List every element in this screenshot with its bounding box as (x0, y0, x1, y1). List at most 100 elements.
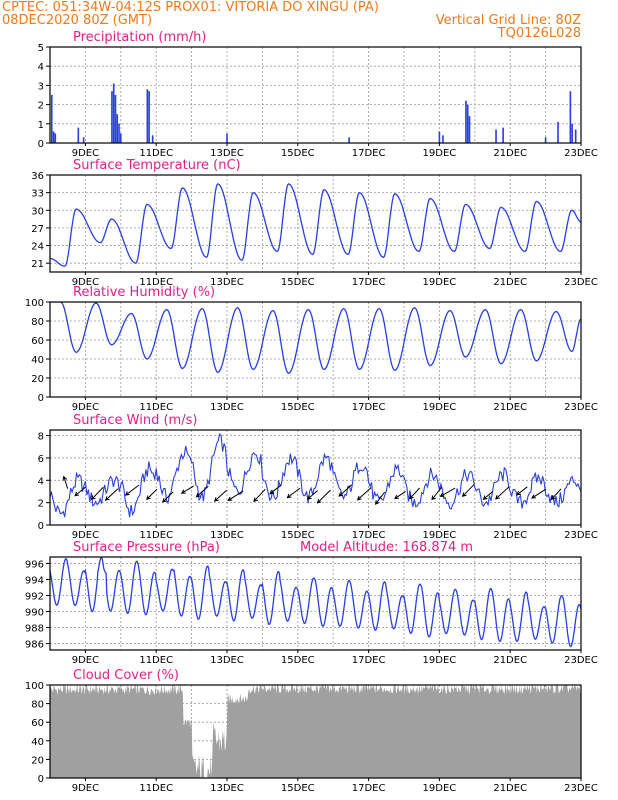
humidity-panel: Relative Humidity (%) 0 20 40 60 80 100 9DEC 11D… (25, 285, 598, 413)
humidity-y-tick-label: 0 (38, 393, 44, 404)
humidity-y-tick-label: 40 (31, 355, 44, 366)
header-location: CPTEC: 051:34W-04:12S PROX01: VITORIA DO… (2, 0, 379, 15)
pressure-x-tick-label: 17DEC (352, 655, 386, 666)
humidity-y-tick-label: 20 (31, 374, 44, 385)
precipitation-bar (544, 137, 547, 143)
wind-vector-arrow (461, 484, 475, 498)
pressure-x-tick-label: 23DEC (564, 655, 598, 666)
precipitation-bar (465, 100, 467, 143)
precipitation-x-tick-label: 19DEC (423, 148, 457, 159)
pressure-x-tick-label: 19DEC (423, 655, 457, 666)
precipitation-y-tick-label: 1 (38, 120, 44, 131)
pressure-panel: Surface Pressure (hPa) Model Altitude: 16… (25, 540, 598, 666)
temperature-x-tick-label: 9DEC (72, 277, 99, 288)
wind-vector-arrow (253, 488, 266, 503)
precipitation-x-tick-label: 23DEC (564, 148, 598, 159)
pressure-y-tick-label: 994 (25, 575, 44, 586)
temperature-title: Surface Temperature (nC) (73, 158, 241, 173)
wind-x-tick-label: 17DEC (352, 530, 386, 541)
wind-x-tick-label: 23DEC (564, 530, 598, 541)
cloud-cover-x-tick-label: 11DEC (139, 783, 173, 794)
wind-vector-arrow (213, 490, 227, 502)
precipitation-bar (118, 123, 120, 143)
precipitation-bar (226, 133, 228, 143)
pressure-y-tick-label: 996 (25, 559, 44, 570)
wind-vector-arrow (516, 486, 528, 496)
precipitation-bar (52, 131, 55, 143)
precipitation-bar (468, 116, 471, 143)
wind-vector-arrow (104, 488, 119, 501)
wind-x-tick-label: 19DEC (423, 530, 457, 541)
cloud-cover-y-tick-label: 60 (31, 718, 44, 729)
precipitation-bar (495, 129, 497, 143)
humidity-y-tick-label: 80 (31, 317, 44, 328)
temperature-panel: Surface Temperature (nC) 21 24 27 30 33 36 9DEC… (31, 158, 598, 288)
precipitation-bar (571, 123, 573, 143)
cloud-cover-x-tick-label: 13DEC (210, 783, 244, 794)
cloud-cover-panel: Cloud Cover (%) 0 20 40 60 80 100 9DEC 11DEC 13DE… (25, 668, 598, 794)
temperature-series-line (50, 182, 581, 267)
temperature-x-tick-label: 13DEC (210, 277, 244, 288)
wind-x-tick-label: 15DEC (281, 530, 315, 541)
wind-x-tick-label: 9DEC (72, 530, 99, 541)
wind-x-tick-label: 13DEC (210, 530, 244, 541)
cloud-cover-y-tick-label: 100 (25, 681, 44, 692)
wind-vector-arrow (394, 490, 406, 500)
wind-vector-arrow (374, 491, 386, 505)
precipitation-x-tick-label: 15DEC (281, 148, 315, 159)
cloud-cover-x-tick-label: 15DEC (281, 783, 315, 794)
precipitation-bar (502, 127, 504, 143)
wind-vector-arrow (146, 488, 158, 501)
precipitation-x-tick-label: 13DEC (210, 148, 244, 159)
pressure-plot-area (50, 557, 581, 648)
temperature-plot-area (50, 182, 581, 267)
wind-panel: Surface Wind (m/s) 0 2 4 6 8 9DEC 11DEC 13DEC 15D… (38, 413, 598, 541)
pressure-y-tick-label: 988 (25, 624, 44, 635)
humidity-x-tick-label: 11DEC (139, 402, 173, 413)
wind-x-tick-label: 11DEC (139, 530, 173, 541)
wind-vector-arrow (62, 475, 69, 489)
wind-vector-arrow (124, 484, 140, 496)
wind-vector-arrow (338, 484, 353, 497)
wind-vector-arrow (306, 490, 318, 500)
pressure-x-tick-label: 9DEC (72, 655, 99, 666)
precipitation-bar (77, 127, 80, 143)
temperature-y-tick-label: 30 (31, 206, 44, 217)
wind-vector-arrow (439, 487, 456, 497)
humidity-x-tick-label: 23DEC (564, 402, 598, 413)
precipitation-bar (569, 91, 572, 143)
cloud-cover-y-tick-label: 0 (38, 774, 44, 785)
header-model-code: TQ0126L028 (497, 26, 581, 41)
precipitation-bar (466, 104, 469, 143)
pressure-annotation: Model Altitude: 168.874 m (300, 540, 473, 555)
precipitation-title: Precipitation (mm/h) (73, 30, 206, 45)
precipitation-x-tick-label: 11DEC (139, 148, 173, 159)
precipitation-bar (442, 135, 444, 143)
wind-vector-arrow (90, 487, 104, 501)
pressure-series-line (50, 557, 581, 648)
cloud-cover-frame (49, 684, 582, 779)
precipitation-y-tick-label: 5 (38, 43, 44, 54)
header-datetime: 08DEC2020 80Z (GMT) (2, 13, 153, 28)
precipitation-y-tick-label: 2 (38, 101, 44, 112)
precipitation-bar (119, 133, 122, 143)
pressure-x-tick-label: 15DEC (281, 655, 315, 666)
humidity-y-tick-label: 100 (25, 298, 44, 309)
wind-vector-arrow (356, 487, 372, 501)
humidity-x-tick-label: 21DEC (493, 402, 527, 413)
pressure-x-tick-label: 13DEC (210, 655, 244, 666)
cloud-cover-y-tick-label: 40 (31, 737, 44, 748)
temperature-x-tick-label: 21DEC (493, 277, 527, 288)
precipitation-y-tick-label: 3 (38, 81, 44, 92)
pressure-y-tick-label: 992 (25, 591, 44, 602)
humidity-plot-area (50, 302, 581, 375)
precipitation-bar (557, 121, 559, 143)
precipitation-frame (49, 46, 582, 144)
cloud-cover-x-tick-label: 9DEC (72, 783, 99, 794)
pressure-y-tick-label: 990 (25, 608, 44, 619)
precipitation-x-tick-label: 17DEC (352, 148, 386, 159)
wind-y-tick-label: 0 (38, 521, 44, 532)
wind-vector-arrow (550, 488, 562, 501)
cloud-cover-title: Cloud Cover (%) (73, 668, 179, 683)
